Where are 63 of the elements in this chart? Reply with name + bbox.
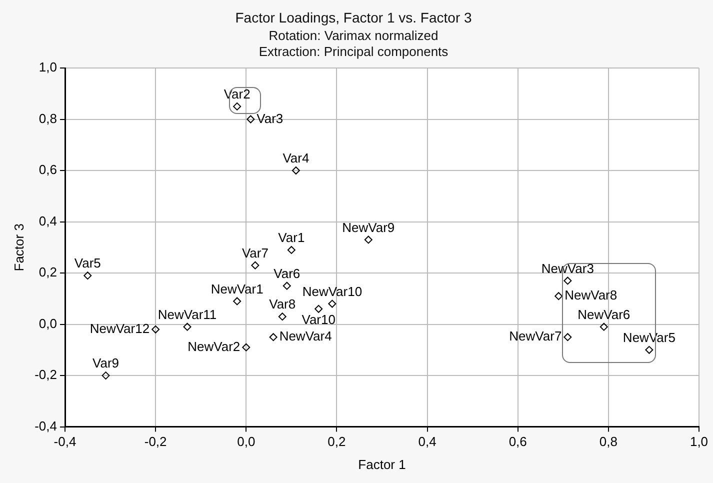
x-tick-label: 0,2 [328,434,346,450]
series-label: Var10 [302,312,336,327]
series-label: Var4 [282,150,310,166]
y-tick-label: 0,6 [38,162,57,178]
y-tick-label: 0,4 [38,213,57,228]
x-tick-label: 0,4 [418,434,436,450]
x-tick-label: -0,4 [54,434,76,450]
point [251,261,260,270]
series-label: NewVar7 [509,328,562,344]
point [554,292,563,300]
point [242,343,250,352]
series-label: Var3 [256,110,284,126]
series-label: NewVar6 [578,306,630,322]
point [328,300,336,308]
point [269,333,278,342]
point [282,282,291,290]
series-label: NewVar2 [188,338,240,354]
point [233,102,242,110]
y-tick-label: -0,4 [34,418,57,434]
point [102,372,110,380]
series-label: NewVar5 [622,330,676,345]
point [278,312,286,321]
chart-title: Factor Loadings, Factor 1 vs. Factor 3 [235,9,472,26]
series-label: NewVar12 [90,320,150,336]
point [152,325,160,334]
point [364,236,372,244]
series-label: NewVar1 [210,281,264,296]
series-label: Var8 [269,296,296,312]
y-axis-title: Factor 3 [11,224,26,272]
point [292,166,300,175]
point [183,322,192,331]
point [600,322,608,331]
point [314,304,323,313]
point [84,272,92,280]
series-label: Var6 [274,266,300,281]
y-tick-label: 1,0 [38,60,57,75]
series-label: NewVar10 [302,284,362,299]
point [233,297,242,306]
x-tick-label: 0,0 [237,434,256,450]
point [564,276,572,285]
series-label: Var7 [242,245,268,260]
x-axis-title: Factor 1 [358,456,406,472]
series-label: NewVar4 [279,328,332,344]
series-label: NewVar9 [342,220,395,235]
y-tick-label: 0,2 [38,264,57,280]
series-label: Var9 [92,356,120,371]
x-tick-label: -0,2 [144,434,167,450]
series-label: Var1 [278,230,305,246]
x-tick-label: 1,0 [690,434,708,450]
y-tick-label: 0,8 [38,110,57,126]
series-label: NewVar11 [158,306,217,322]
point [246,115,255,124]
series-label: NewVar3 [541,260,594,276]
point [645,346,654,354]
y-tick-label: -0,2 [34,367,57,382]
series-label: Var5 [74,256,101,271]
point [564,333,572,342]
x-tick-label: 0,6 [508,434,527,450]
chart-subtitle: Rotation: Varimax normalized Extraction: Principal components [258,28,449,59]
series-label: NewVar8 [564,288,618,303]
y-tick-label: 0,0 [38,316,57,331]
point [287,246,296,254]
x-tick-label: 0,8 [599,434,618,450]
